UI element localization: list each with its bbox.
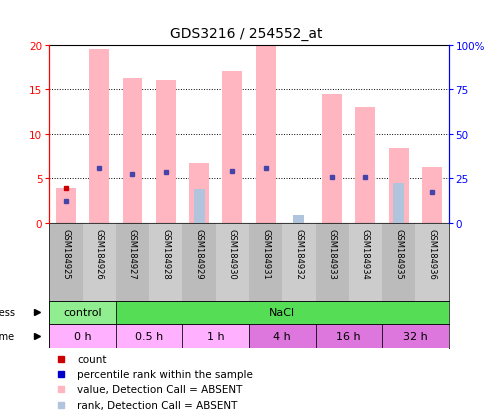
Text: 0 h: 0 h bbox=[74, 331, 91, 341]
Text: NaCl: NaCl bbox=[269, 308, 295, 318]
FancyBboxPatch shape bbox=[316, 324, 382, 348]
Text: GSM184933: GSM184933 bbox=[328, 229, 337, 280]
Text: rank, Detection Call = ABSENT: rank, Detection Call = ABSENT bbox=[77, 400, 238, 410]
FancyBboxPatch shape bbox=[116, 301, 449, 324]
Text: stress: stress bbox=[0, 308, 15, 318]
Bar bbox=[149, 223, 182, 301]
Bar bbox=[393, 183, 404, 223]
Bar bbox=[255, 45, 276, 223]
Bar bbox=[215, 223, 249, 301]
FancyBboxPatch shape bbox=[116, 324, 182, 348]
Text: GSM184930: GSM184930 bbox=[228, 229, 237, 279]
Bar bbox=[189, 164, 209, 223]
Bar bbox=[282, 223, 316, 301]
Text: value, Detection Call = ABSENT: value, Detection Call = ABSENT bbox=[77, 385, 243, 394]
Text: 16 h: 16 h bbox=[337, 331, 361, 341]
Text: count: count bbox=[77, 354, 107, 364]
Text: control: control bbox=[63, 308, 102, 318]
Bar bbox=[182, 223, 215, 301]
Bar bbox=[322, 95, 342, 223]
Text: time: time bbox=[0, 331, 15, 341]
Text: 1 h: 1 h bbox=[207, 331, 224, 341]
FancyBboxPatch shape bbox=[382, 324, 449, 348]
FancyBboxPatch shape bbox=[49, 324, 116, 348]
FancyBboxPatch shape bbox=[49, 301, 116, 324]
Text: 32 h: 32 h bbox=[403, 331, 428, 341]
Bar bbox=[382, 223, 415, 301]
Bar bbox=[388, 149, 409, 223]
Bar bbox=[122, 78, 142, 223]
Text: 4 h: 4 h bbox=[273, 331, 291, 341]
Text: GSM184935: GSM184935 bbox=[394, 229, 403, 279]
Text: GSM184931: GSM184931 bbox=[261, 229, 270, 279]
Text: GDS3216 / 254552_at: GDS3216 / 254552_at bbox=[170, 27, 323, 41]
Bar bbox=[49, 223, 82, 301]
FancyBboxPatch shape bbox=[182, 324, 249, 348]
FancyBboxPatch shape bbox=[249, 324, 316, 348]
Bar bbox=[355, 108, 376, 223]
Text: GSM184926: GSM184926 bbox=[95, 229, 104, 279]
Bar bbox=[249, 223, 282, 301]
Bar bbox=[293, 215, 304, 223]
Text: percentile rank within the sample: percentile rank within the sample bbox=[77, 369, 253, 379]
Bar bbox=[156, 81, 176, 223]
Bar bbox=[89, 50, 109, 223]
Text: GSM184936: GSM184936 bbox=[427, 229, 436, 280]
Text: GSM184928: GSM184928 bbox=[161, 229, 170, 279]
Bar bbox=[316, 223, 349, 301]
Bar bbox=[83, 223, 116, 301]
Bar bbox=[194, 190, 205, 223]
Text: 0.5 h: 0.5 h bbox=[135, 331, 163, 341]
Text: GSM184932: GSM184932 bbox=[294, 229, 303, 279]
Text: GSM184929: GSM184929 bbox=[195, 229, 204, 279]
Bar bbox=[56, 189, 76, 223]
Bar bbox=[116, 223, 149, 301]
Bar bbox=[415, 223, 449, 301]
Bar bbox=[349, 223, 382, 301]
Text: GSM184934: GSM184934 bbox=[361, 229, 370, 279]
Text: GSM184925: GSM184925 bbox=[62, 229, 70, 279]
Text: GSM184927: GSM184927 bbox=[128, 229, 137, 279]
Bar bbox=[222, 72, 242, 223]
Bar bbox=[422, 167, 442, 223]
